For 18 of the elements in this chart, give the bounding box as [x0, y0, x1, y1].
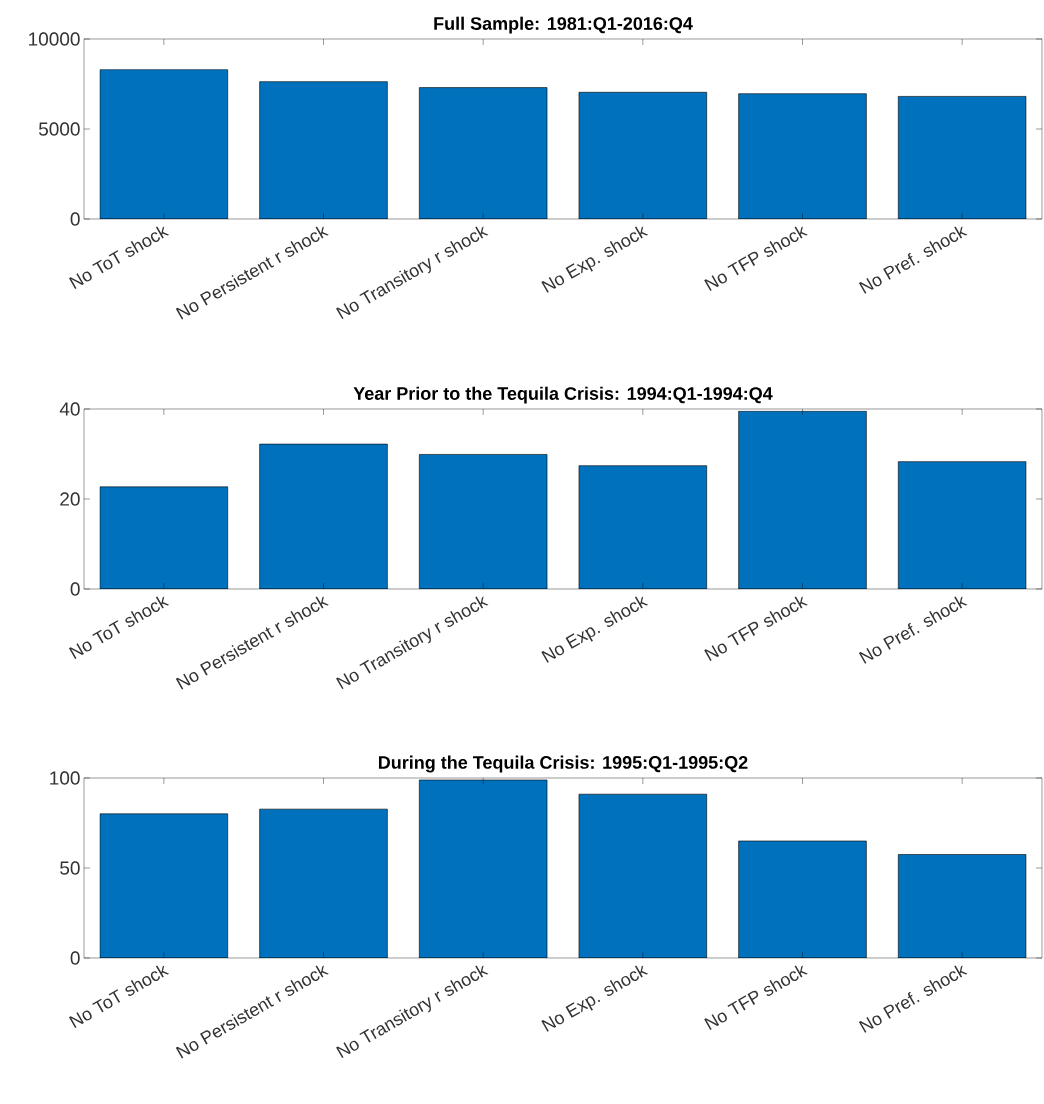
chart-title: Year Prior to the Tequila Crisis: 1994:Q1-1994:Q4 — [353, 386, 773, 404]
y-tick-label: 40 — [59, 402, 80, 416]
y-tick-label: 10000 — [29, 32, 80, 46]
bar — [259, 809, 388, 958]
y-tick-label: 0 — [70, 582, 80, 596]
y-tick-label: 20 — [60, 492, 80, 506]
chart-title: Full Sample: 1981:Q1-2016:Q4 — [434, 16, 693, 34]
y-tick-label: 100 — [50, 771, 80, 785]
bar — [99, 813, 228, 958]
chart-title: During the Tequila Crisis: 1995:Q1-1995:Q2 — [378, 755, 748, 773]
y-tick-label: 50 — [60, 861, 80, 875]
y-tick-label: 0 — [70, 212, 80, 226]
bar — [898, 854, 1027, 958]
bar — [419, 779, 548, 958]
y-tick-label: 0 — [70, 951, 80, 965]
bar — [578, 794, 707, 958]
bar — [738, 840, 867, 958]
y-tick-label: 5000 — [38, 122, 80, 136]
